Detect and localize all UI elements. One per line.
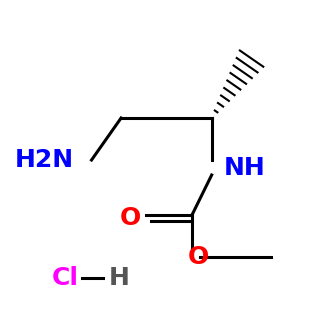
Text: O: O <box>119 206 141 230</box>
Text: O: O <box>187 245 209 269</box>
Text: NH: NH <box>223 156 265 180</box>
Text: H2N: H2N <box>15 148 74 172</box>
Text: Cl: Cl <box>52 266 79 290</box>
Text: H: H <box>108 266 129 290</box>
